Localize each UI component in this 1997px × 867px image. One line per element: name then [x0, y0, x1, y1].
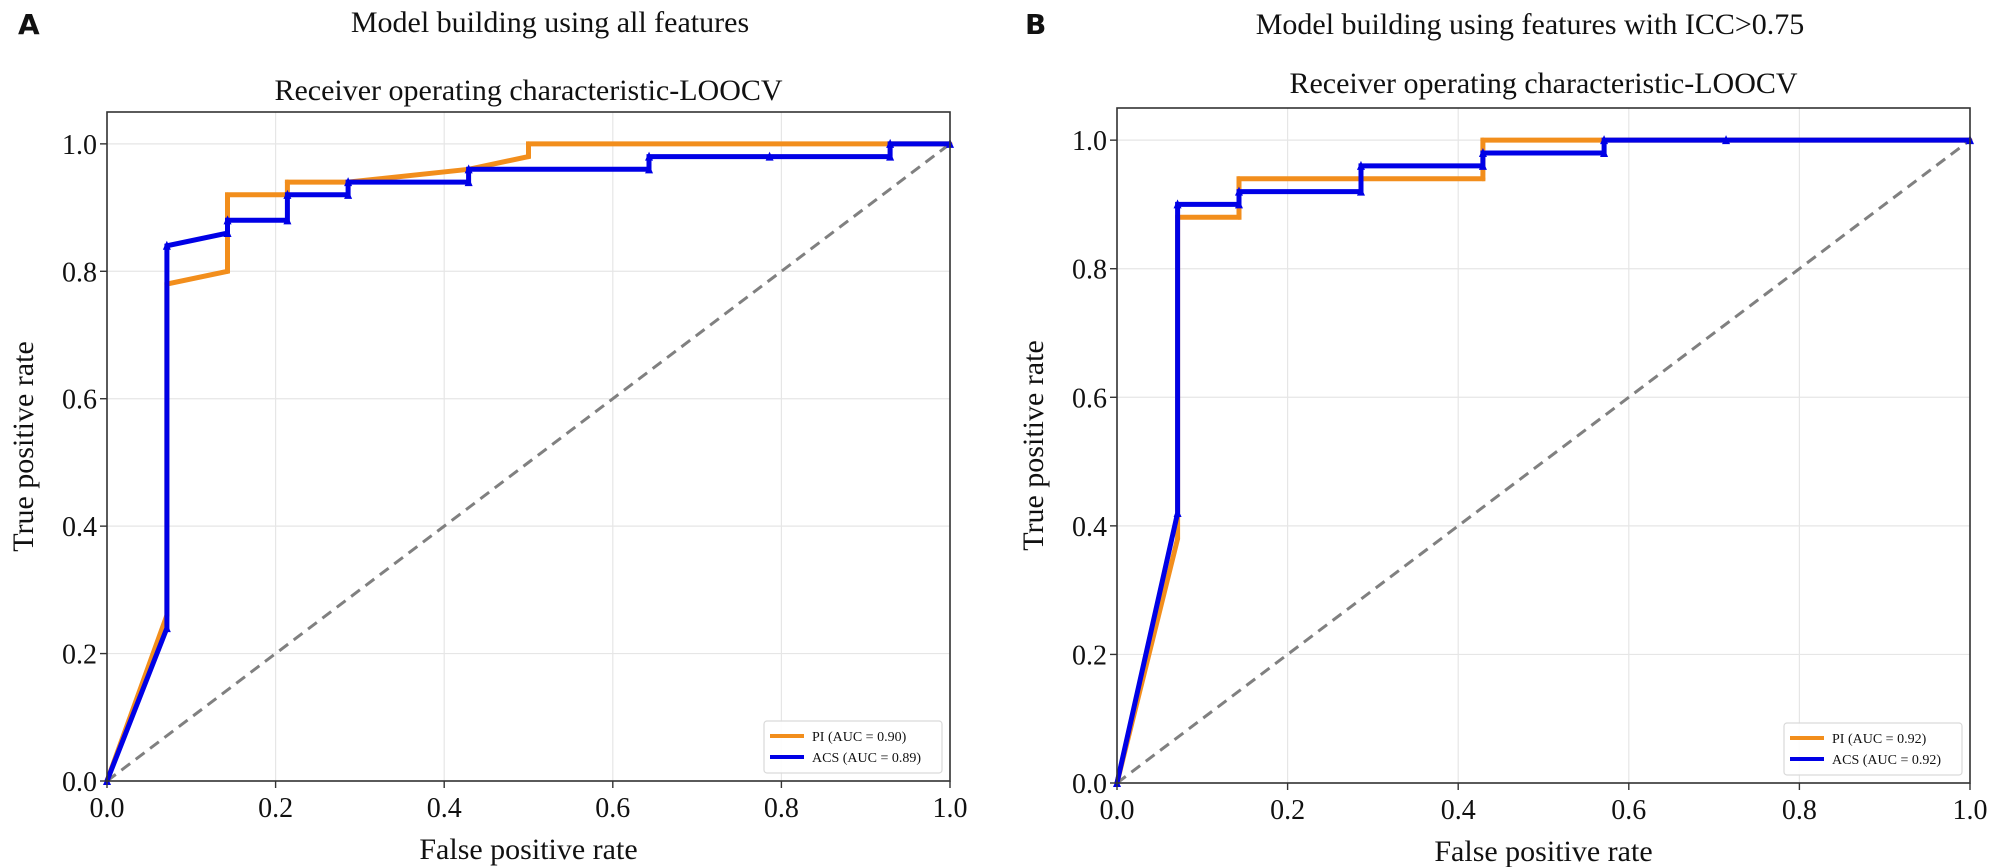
series-marker-acs — [1356, 186, 1365, 196]
legend-label-pi: PI (AUC = 0.90) — [812, 730, 907, 745]
series-marker-acs — [886, 138, 895, 148]
plot-frame — [1116, 107, 1971, 784]
x-tick-label: 1.0 — [1953, 795, 1988, 826]
x-tick-label: 0.2 — [1270, 795, 1305, 826]
series-marker-pi — [225, 192, 231, 198]
x-tick-label: 0.8 — [1782, 795, 1817, 826]
series-marker-acs — [1600, 135, 1609, 145]
series-marker-acs — [1478, 160, 1487, 170]
series-marker-acs — [1234, 186, 1243, 196]
panel-a-letter: A — [18, 8, 40, 41]
series-marker-acs — [464, 164, 473, 174]
plot-frame — [106, 111, 951, 782]
series-marker-acs — [1356, 160, 1365, 170]
series-marker-pi — [526, 141, 531, 147]
x-tick-label: 0.0 — [90, 793, 125, 824]
series-marker-acs — [1173, 199, 1182, 209]
chance-diagonal-line — [1116, 138, 1971, 785]
y-tick-label: 0.6 — [1072, 383, 1107, 414]
panel-a-suptitle: Model building using all features — [350, 6, 750, 39]
y-tick-label: 0.8 — [62, 257, 97, 288]
x-axis-label: False positive rate — [419, 833, 637, 866]
x-tick-label: 1.0 — [933, 793, 968, 824]
series-marker-pi — [1480, 137, 1486, 143]
x-tick-label: 0.4 — [427, 793, 462, 824]
series-marker-acs — [162, 240, 171, 250]
roc-chart-a: 0.0 0.2 0.4 0.6 0.8 1.0 0.0 0.2 0.4 0.6 0.8 1.0 Rece… — [7, 74, 968, 866]
x-tick-label: 0.6 — [595, 793, 630, 824]
x-tick-label: 0.0 — [1100, 795, 1135, 826]
series-marker-acs — [1722, 135, 1731, 145]
series-marker-acs — [223, 215, 232, 225]
legend-box — [1783, 722, 1963, 776]
y-tick-label: 0.2 — [62, 640, 97, 671]
series-marker-acs — [1173, 508, 1182, 517]
series-marker-acs — [645, 164, 654, 174]
x-tick-label: 0.4 — [1441, 795, 1476, 826]
series-marker-pi — [526, 154, 531, 160]
y-tick-label: 0.0 — [62, 767, 97, 798]
panel-b-letter: B — [1025, 8, 1047, 41]
series-marker-pi — [1175, 536, 1181, 542]
series-marker-acs — [283, 215, 292, 225]
chart-title: Receiver operating characteristic-LOOCV — [274, 74, 782, 107]
series-marker-acs — [1600, 148, 1609, 157]
y-axis-label: True positive rate — [1017, 340, 1050, 551]
legend-label-acs: ACS (AUC = 0.92) — [1832, 753, 1941, 768]
y-tick-label: 0.6 — [62, 385, 97, 416]
y-tick-label: 0.8 — [1072, 255, 1107, 286]
series-marker-acs — [765, 151, 774, 161]
y-tick-label: 0.4 — [1072, 512, 1107, 543]
y-tick-label: 1.0 — [62, 130, 97, 161]
legend: PI (AUC = 0.92) ACS (AUC = 0.92) — [1783, 722, 1963, 776]
series-marker-acs — [223, 228, 232, 238]
legend-box — [763, 720, 943, 774]
series-marker-acs — [1234, 199, 1243, 209]
series-marker-pi — [284, 179, 290, 185]
series-marker-acs — [886, 151, 895, 161]
y-axis-label: True positive rate — [7, 341, 40, 552]
series-marker-pi — [1236, 176, 1242, 182]
series-marker-pi — [1236, 214, 1242, 220]
series-marker-acs — [645, 151, 654, 161]
x-axis-label: False positive rate — [1434, 835, 1652, 867]
y-tick-label: 0.2 — [1072, 640, 1107, 671]
series-marker-acs — [1478, 148, 1487, 157]
x-tick-label: 0.2 — [258, 793, 293, 824]
y-tick-label: 0.0 — [1072, 769, 1107, 800]
series-marker-acs — [344, 189, 353, 199]
series-marker-pi — [1480, 176, 1486, 182]
series-marker-acs — [464, 177, 473, 187]
series-marker-acs — [162, 623, 171, 633]
series-marker-acs — [344, 177, 353, 187]
legend-label-acs: ACS (AUC = 0.89) — [812, 751, 921, 766]
y-tick-label: 1.0 — [1072, 126, 1107, 157]
chance-diagonal-line — [106, 142, 951, 783]
y-tick-label: 0.4 — [62, 512, 97, 543]
panel-b-suptitle: Model building using features with ICC>0… — [1255, 8, 1805, 41]
x-tick-label: 0.8 — [764, 793, 799, 824]
legend: PI (AUC = 0.90) ACS (AUC = 0.89) — [763, 720, 943, 774]
x-tick-label: 0.6 — [1611, 795, 1646, 826]
chart-title: Receiver operating characteristic-LOOCV — [1289, 67, 1797, 100]
series-marker-acs — [283, 189, 292, 199]
legend-label-pi: PI (AUC = 0.92) — [1832, 732, 1927, 747]
series-marker-pi — [225, 268, 231, 274]
